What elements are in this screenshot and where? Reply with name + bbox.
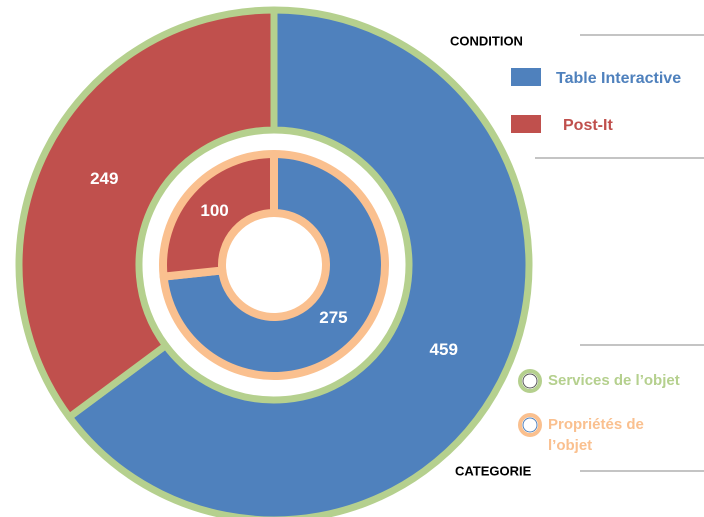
legend-swatch [511,115,541,133]
legend-label: Table Interactive [556,70,681,87]
legend-label: Propriétés de l’objet [548,416,644,454]
donut-slice [15,6,278,421]
donut-slice [159,150,278,281]
legend-title: CONDITION [450,33,523,48]
ring-legend-title: CATEGORIE [455,463,532,478]
data-label: 275 [319,308,347,327]
data-label: 249 [90,169,118,188]
donut-slice [159,150,389,380]
legend-ring-inner [522,417,538,433]
legend-ring-inner [522,373,538,389]
legend-label: Services de l’objet [548,372,680,389]
legend-swatch [511,68,541,86]
legend-label-box: Propriétés de l’objet [548,416,644,454]
legend-label-box: Services de l’objet [548,372,680,389]
data-label: 459 [430,340,458,359]
data-label: 100 [200,201,228,220]
legend-label: Post-It [563,117,613,134]
donut-slice [65,6,533,517]
